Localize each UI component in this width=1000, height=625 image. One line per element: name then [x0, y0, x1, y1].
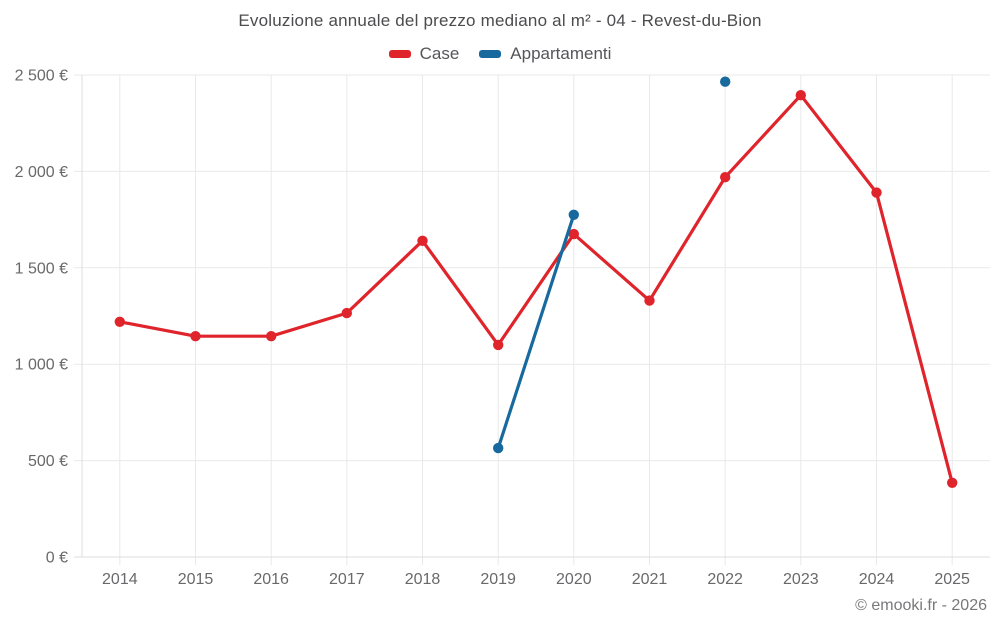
- chart-title: Evoluzione annuale del prezzo mediano al…: [238, 11, 762, 30]
- series-case: [114, 90, 958, 488]
- data-point-case-2021: [644, 295, 655, 306]
- svg-text:1 000 €: 1 000 €: [15, 357, 68, 374]
- svg-text:2 500 €: 2 500 €: [15, 68, 68, 85]
- data-point-case-2025: [947, 477, 958, 488]
- svg-text:2017: 2017: [329, 571, 365, 588]
- svg-text:2014: 2014: [102, 571, 138, 588]
- svg-text:2024: 2024: [859, 571, 895, 588]
- data-point-case-2015: [190, 331, 201, 342]
- legend-label-appartamenti: Appartamenti: [510, 44, 612, 63]
- svg-text:2018: 2018: [405, 571, 441, 588]
- data-point-case-2024: [871, 187, 882, 198]
- appartamenti-legend-swatch-icon: [479, 50, 502, 58]
- data-point-case-2020: [568, 228, 579, 240]
- data-point-case-2019: [493, 339, 504, 351]
- svg-text:1 500 €: 1 500 €: [15, 260, 68, 277]
- case-legend-swatch-icon: [388, 50, 411, 58]
- chart-legend: Case Appartamenti: [0, 44, 1000, 64]
- legend-label-case: Case: [419, 44, 460, 63]
- legend-item-case[interactable]: Case: [388, 44, 460, 64]
- svg-text:2019: 2019: [480, 571, 516, 588]
- legend-item-appartamenti[interactable]: Appartamenti: [479, 44, 611, 64]
- data-point-case-2016: [266, 331, 277, 342]
- svg-text:2016: 2016: [253, 571, 289, 588]
- data-point-case-2022: [720, 172, 731, 183]
- copyright: © emooki.fr - 2026: [855, 597, 987, 614]
- svg-text:2023: 2023: [783, 571, 819, 588]
- svg-text:2021: 2021: [632, 571, 668, 588]
- data-point-case-2018: [417, 235, 428, 246]
- data-point-case-2017: [341, 307, 352, 319]
- data-point-case-2023: [795, 90, 806, 101]
- svg-text:500 €: 500 €: [28, 453, 68, 470]
- data-point-appartamenti-2022: [720, 76, 731, 87]
- svg-text:2020: 2020: [556, 571, 592, 588]
- series-appartamenti: [493, 76, 731, 454]
- svg-text:2022: 2022: [707, 571, 743, 588]
- data-point-case-2014: [114, 316, 126, 327]
- y-gridlines-and-labels: 0 € 500 € 1 000 € 1 500 € 2 000 € 2 500 €: [15, 68, 990, 567]
- data-point-appartamenti-2020: [568, 209, 579, 220]
- x-gridlines-and-labels: 2014 2015 2016 2017 2018 2019 2020 2021 2022 2023…: [102, 75, 970, 588]
- svg-text:2015: 2015: [178, 571, 214, 588]
- data-point-appartamenti-2019: [493, 442, 504, 454]
- svg-text:2 000 €: 2 000 €: [15, 164, 68, 181]
- axis-lines: [81, 75, 990, 558]
- svg-text:0 €: 0 €: [46, 550, 68, 567]
- svg-text:2025: 2025: [934, 571, 970, 588]
